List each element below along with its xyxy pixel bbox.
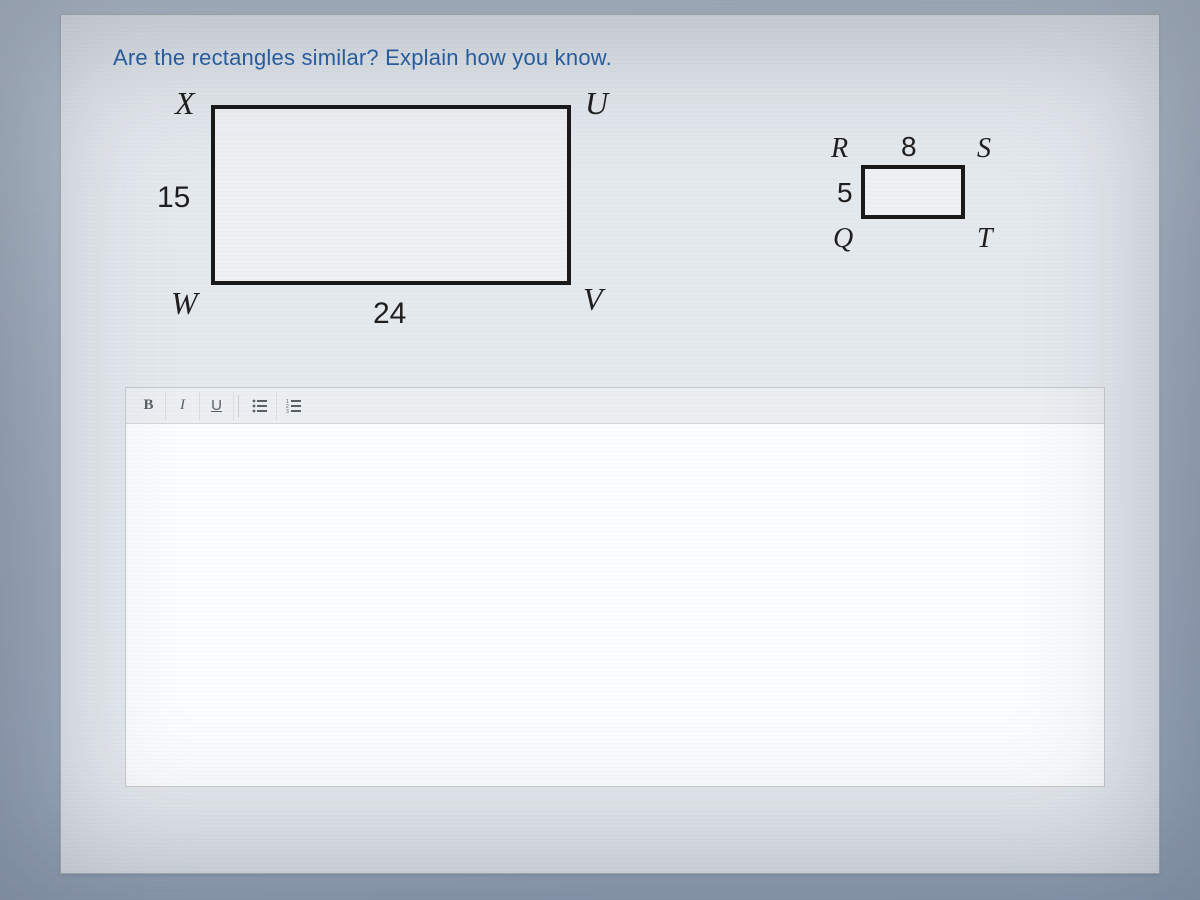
svg-text:3: 3 bbox=[286, 409, 289, 413]
vertex-label-t: T bbox=[977, 223, 993, 255]
vertex-label-r: R bbox=[831, 133, 848, 165]
answer-textarea[interactable] bbox=[126, 424, 1104, 786]
answer-editor: B I U 1 2 3 bbox=[125, 387, 1105, 787]
rectangle-xuvw bbox=[211, 105, 571, 285]
vertex-label-x: X bbox=[175, 85, 195, 122]
side-label-8: 8 bbox=[901, 131, 917, 163]
toolbar-separator bbox=[238, 395, 239, 417]
diagram-area: X U W V 15 24 R S Q T 8 5 bbox=[101, 85, 1121, 365]
underline-button[interactable]: U bbox=[200, 392, 234, 420]
vertex-label-v: V bbox=[583, 281, 603, 318]
bold-button[interactable]: B bbox=[132, 392, 166, 420]
numbered-list-button[interactable]: 1 2 3 bbox=[277, 392, 311, 420]
side-label-24: 24 bbox=[373, 297, 406, 331]
worksheet-page: Are the rectangles similar? Explain how … bbox=[60, 14, 1160, 874]
editor-toolbar: B I U 1 2 3 bbox=[126, 388, 1104, 424]
vertex-label-w: W bbox=[171, 285, 198, 322]
vertex-label-q: Q bbox=[833, 223, 853, 255]
bullet-list-icon bbox=[252, 399, 268, 413]
vertex-label-s: S bbox=[977, 133, 991, 165]
italic-button[interactable]: I bbox=[166, 392, 200, 420]
side-label-5: 5 bbox=[837, 177, 853, 209]
numbered-list-icon: 1 2 3 bbox=[286, 399, 302, 413]
bullet-list-button[interactable] bbox=[243, 392, 277, 420]
vertex-label-u: U bbox=[585, 85, 608, 122]
rectangle-rstq bbox=[861, 165, 965, 219]
question-prompt: Are the rectangles similar? Explain how … bbox=[113, 45, 612, 71]
side-label-15: 15 bbox=[157, 181, 190, 215]
